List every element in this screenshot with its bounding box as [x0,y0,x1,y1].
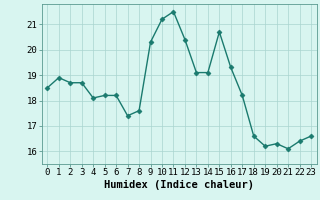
X-axis label: Humidex (Indice chaleur): Humidex (Indice chaleur) [104,180,254,190]
